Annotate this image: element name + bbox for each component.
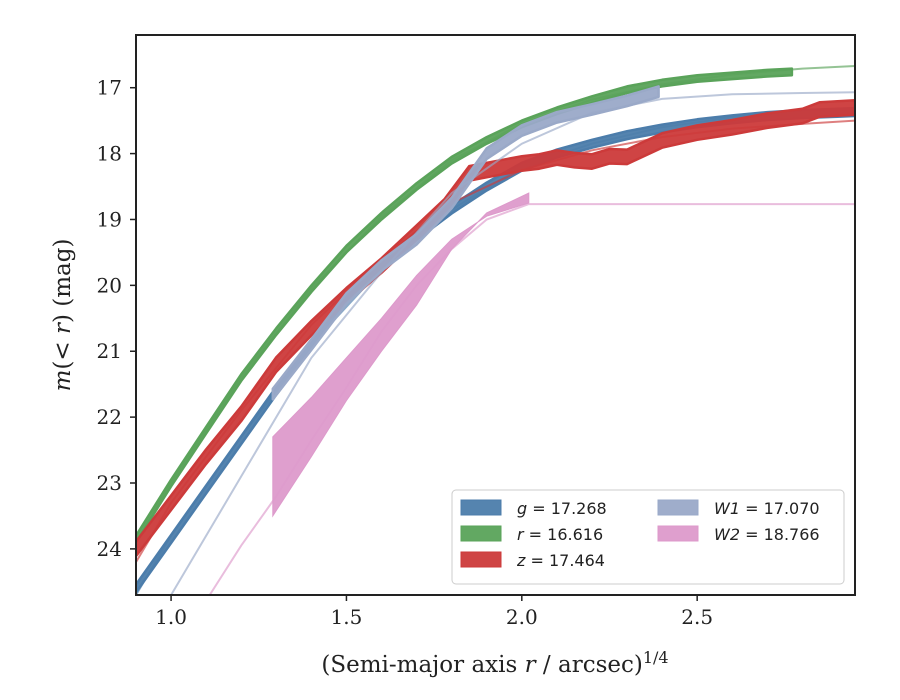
plot-content [136, 65, 855, 595]
legend-frame [451, 489, 845, 585]
legend-swatch-z [460, 551, 502, 568]
y-tick-label: 17 [97, 76, 122, 100]
x-axis-label: (Semi-major axis r / arcsec)1/4 [321, 648, 668, 679]
x-axis: 1.0 1.5 2.0 2.5 [155, 595, 713, 629]
legend-label-w2: W2 = 18.766 [714, 525, 820, 544]
legend-swatch-g [460, 499, 502, 516]
legend-swatch-w1 [657, 499, 699, 516]
data-band-z [136, 98, 855, 558]
legend-label-z: z = 17.464 [516, 551, 605, 570]
y-axis: 17 18 19 20 21 22 23 24 [97, 76, 136, 561]
x-tick-label: 2.5 [681, 605, 713, 629]
y-tick-label: 22 [97, 405, 122, 429]
y-tick-label: 21 [97, 339, 122, 363]
legend: g = 17.268 r = 16.616 z = 17.464 W1 = 17.07… [451, 489, 845, 585]
plot-frame [135, 34, 856, 596]
y-tick-label: 19 [97, 207, 122, 231]
x-tick-label: 2.0 [506, 605, 538, 629]
model-line-w1 [170, 91, 855, 595]
y-tick-label: 20 [97, 273, 122, 297]
y-tick-label: 23 [97, 471, 122, 495]
y-tick-label: 24 [97, 537, 122, 561]
y-tick-label: 18 [97, 142, 122, 166]
data-band-w1 [271, 85, 660, 401]
legend-label-g: g = 17.268 [517, 499, 607, 518]
legend-swatch-r [460, 525, 502, 542]
legend-label-r: r = 16.616 [517, 525, 603, 544]
legend-swatch-w2 [657, 525, 699, 542]
legend-label-w1: W1 = 17.070 [714, 499, 820, 518]
data-band-r [136, 67, 794, 544]
data-band-w2 [272, 192, 530, 518]
x-tick-label: 1.0 [155, 605, 187, 629]
y-axis-label: m(< r) (mag) [50, 239, 76, 392]
x-tick-label: 1.5 [331, 605, 363, 629]
